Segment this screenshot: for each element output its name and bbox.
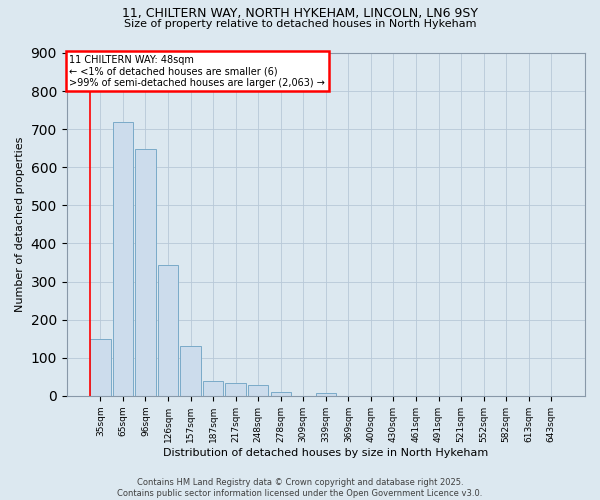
Bar [113, 122, 133, 396]
X-axis label: Distribution of detached houses by size in North Hykeham: Distribution of detached houses by size … [163, 448, 488, 458]
Bar [158, 265, 178, 396]
Bar [136, 149, 155, 396]
Bar [90, 338, 110, 396]
Text: 11, CHILTERN WAY, NORTH HYKEHAM, LINCOLN, LN6 9SY: 11, CHILTERN WAY, NORTH HYKEHAM, LINCOLN… [122, 8, 478, 20]
Bar [316, 393, 336, 396]
Text: Size of property relative to detached houses in North Hykeham: Size of property relative to detached ho… [124, 19, 476, 29]
Text: Contains HM Land Registry data © Crown copyright and database right 2025.
Contai: Contains HM Land Registry data © Crown c… [118, 478, 482, 498]
Y-axis label: Number of detached properties: Number of detached properties [15, 136, 25, 312]
Bar [248, 385, 268, 396]
Bar [226, 382, 246, 396]
Bar [203, 380, 223, 396]
Bar [181, 346, 200, 396]
Bar [271, 392, 291, 396]
Text: 11 CHILTERN WAY: 48sqm
← <1% of detached houses are smaller (6)
>99% of semi-det: 11 CHILTERN WAY: 48sqm ← <1% of detached… [69, 54, 325, 88]
